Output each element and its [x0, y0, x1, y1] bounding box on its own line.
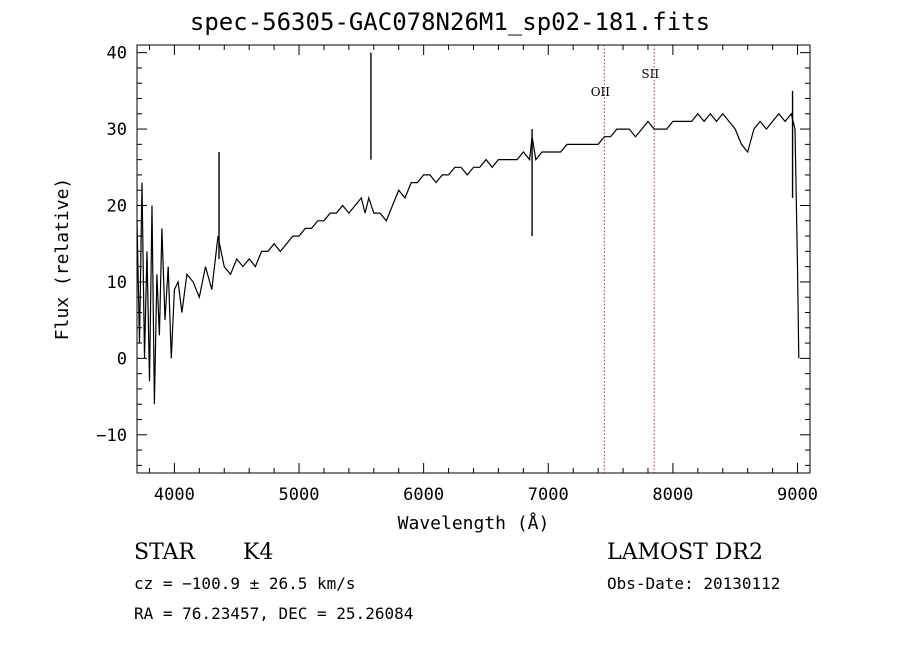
y-tick-label: 40 [107, 44, 127, 64]
coordinates-text: RA = 76.23457, DEC = 25.26084 [134, 604, 414, 623]
survey-name: LAMOST DR2 [607, 540, 763, 565]
y-tick-label: 0 [117, 349, 127, 369]
y-tick-label: −10 [96, 426, 127, 446]
chart-title: spec-56305-GAC078N26M1_sp02-181.fits [189, 8, 711, 36]
emission-line-label: OII [591, 85, 611, 99]
emission-line-label: SII [641, 67, 659, 81]
spectrum-series [136, 112, 800, 405]
plot-frame [136, 44, 811, 474]
x-tick-label: 9000 [777, 485, 818, 505]
y-tick-label: 10 [107, 273, 127, 293]
object-type: STAR [134, 540, 195, 565]
redshift-text: cz = −100.9 ± 26.5 km/s [134, 574, 356, 593]
y-axis-label: Flux (relative) [52, 178, 73, 341]
y-tick-label: 20 [107, 197, 127, 217]
x-tick-label: 7000 [528, 485, 569, 505]
y-tick-label: 30 [107, 120, 127, 140]
obs-date: Obs-Date: 20130112 [607, 574, 781, 593]
x-tick-label: 5000 [279, 485, 320, 505]
x-tick-label: 4000 [154, 485, 195, 505]
x-axis-label: Wavelength (Å) [398, 512, 550, 534]
x-tick-label: 8000 [652, 485, 693, 505]
spectral-subclass: K4 [243, 540, 274, 565]
x-tick-label: 6000 [403, 485, 444, 505]
